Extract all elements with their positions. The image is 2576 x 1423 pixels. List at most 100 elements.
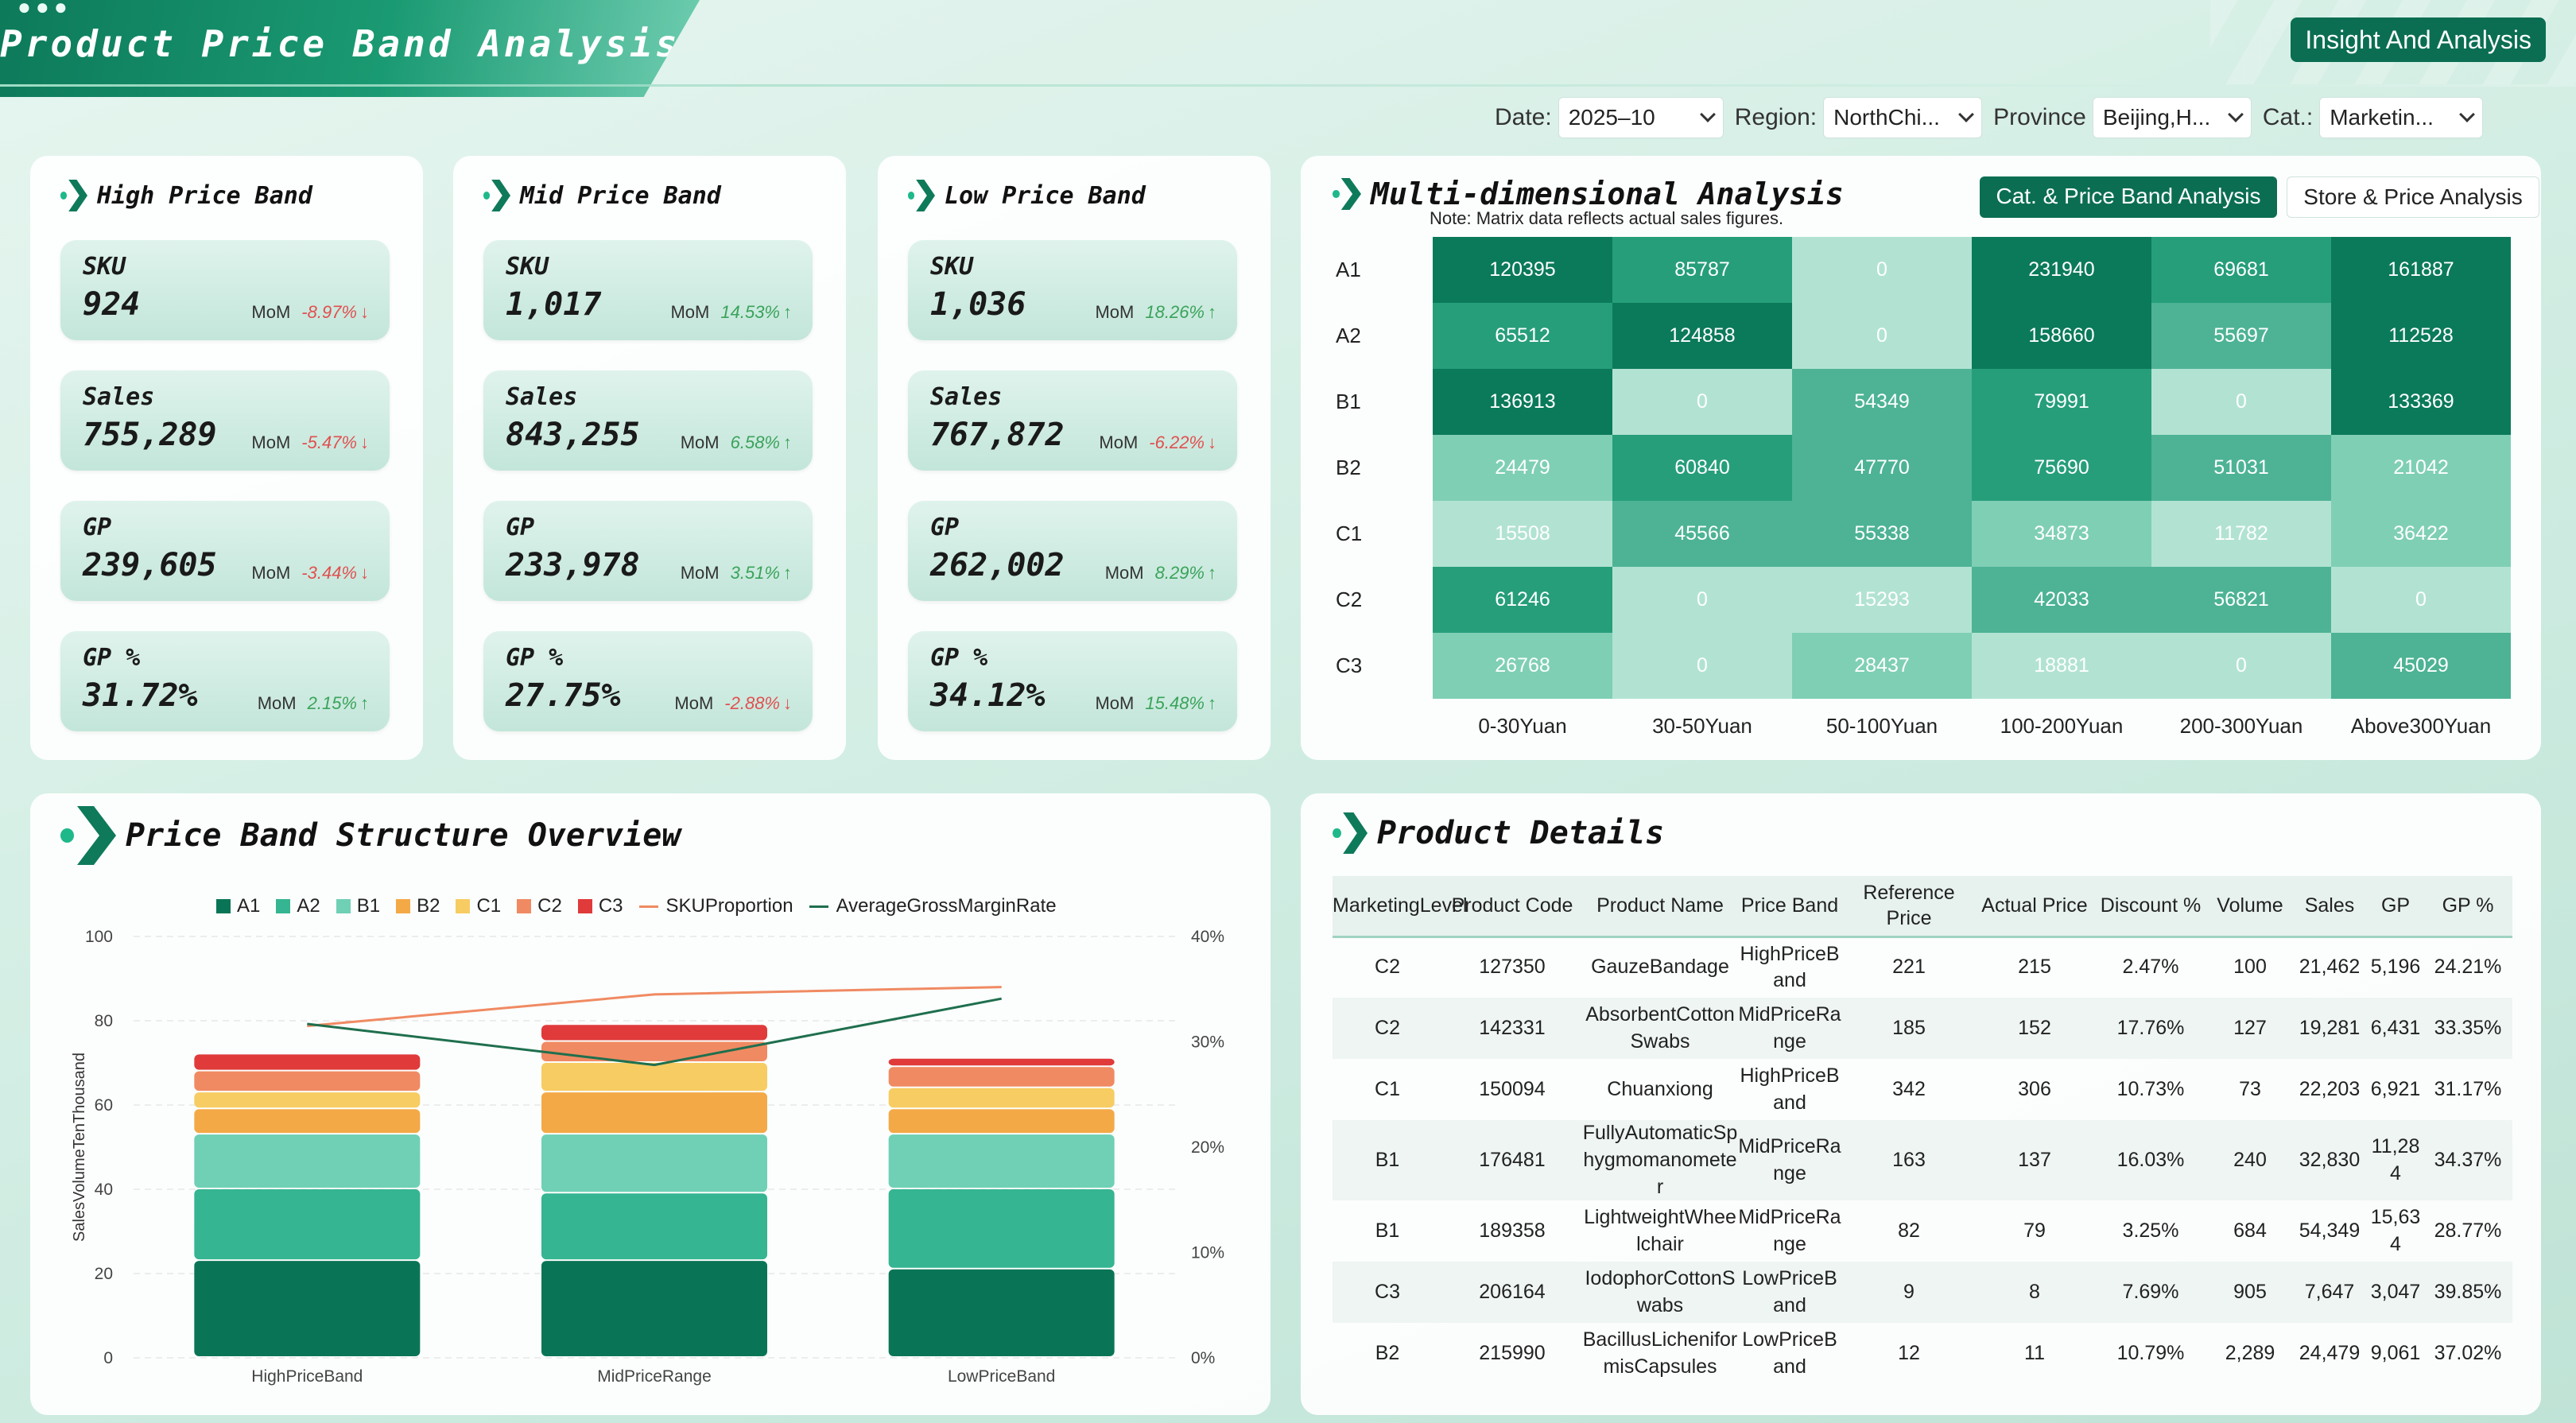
heatmap-cell[interactable]: 0 — [1612, 567, 1792, 633]
column-header[interactable]: Volume — [2209, 876, 2291, 938]
heatmap-cell[interactable]: 65512 — [1433, 303, 1612, 369]
mid-price-band-panel: Mid Price Band SKU 1,017 MoM 14.53% ↑ Sales 843… — [453, 156, 846, 760]
heatmap-cell[interactable]: 55338 — [1792, 501, 1972, 567]
heatmap-cell[interactable]: 161887 — [2331, 237, 2511, 303]
column-header[interactable]: GP % — [2423, 876, 2512, 938]
tab-category-price-band[interactable]: Cat. & Price Band Analysis — [1980, 176, 2277, 218]
table-cell: 73 — [2239, 1077, 2261, 1100]
table-row[interactable]: C1 150094 Chuanxiong HighPriceBand 342 306 10.… — [1333, 1059, 2512, 1120]
heatmap-cell[interactable]: 15293 — [1792, 567, 1972, 633]
heatmap-cell[interactable]: 133369 — [2331, 369, 2511, 435]
kpi-value: 262,002 — [930, 547, 1065, 584]
column-header[interactable]: MarketingLevel — [1333, 876, 1468, 938]
province-select[interactable]: Beijing,H... — [2092, 97, 2252, 138]
heatmap-cell[interactable]: 45029 — [2331, 633, 2511, 699]
heatmap-cell[interactable]: 0 — [2151, 633, 2331, 699]
heatmap-cell[interactable]: 124858 — [1612, 303, 1792, 369]
x-tick-label: MidPriceRange — [597, 1367, 712, 1386]
column-header[interactable]: Actual Price — [1977, 876, 2093, 938]
legend-item[interactable]: AverageGrossMarginRate — [809, 895, 1057, 917]
region-select[interactable]: NorthChi... — [1823, 97, 1983, 138]
category-select[interactable]: Marketin... — [2319, 97, 2484, 138]
legend-item[interactable]: B1 — [336, 895, 380, 917]
table-cell: 137 — [1977, 1120, 2093, 1201]
heatmap-cell[interactable]: 0 — [1612, 633, 1792, 699]
column-header[interactable]: Sales — [2291, 876, 2368, 938]
kpi-card-gp: GP 262,002 MoM 8.29% ↑ — [908, 501, 1237, 601]
table-cell: 240 — [2209, 1120, 2291, 1201]
heatmap-cell[interactable]: 0 — [2331, 567, 2511, 633]
legend-item[interactable]: C3 — [577, 895, 623, 917]
heatmap-cell[interactable]: 11782 — [2151, 501, 2331, 567]
legend-item[interactable]: A2 — [276, 895, 320, 917]
heatmap-cell[interactable]: 51031 — [2151, 435, 2331, 501]
column-header[interactable]: Price Band — [1738, 876, 1841, 938]
heatmap-row-label: A1 — [1336, 258, 1361, 281]
heatmap-cell[interactable]: 55697 — [2151, 303, 2331, 369]
table-row[interactable]: B1 176481 FullyAutomaticSphygmomanometer Mi… — [1333, 1120, 2512, 1201]
heatmap-cell[interactable]: 28437 — [1792, 633, 1972, 699]
column-header[interactable]: Reference Price — [1841, 876, 1977, 938]
bar-segment-c2 — [194, 1071, 421, 1091]
heatmap-cell[interactable]: 75690 — [1972, 435, 2151, 501]
heatmap-cell[interactable]: 21042 — [2331, 435, 2511, 501]
heatmap-cell[interactable]: 85787 — [1612, 237, 1792, 303]
heatmap-cell[interactable]: 231940 — [1972, 237, 2151, 303]
table-cell: B1 — [1375, 1219, 1400, 1242]
legend-item[interactable]: C2 — [517, 895, 562, 917]
heatmap-cell[interactable]: 42033 — [1972, 567, 2151, 633]
heatmap-cell[interactable]: 24479 — [1433, 435, 1612, 501]
heatmap-cell[interactable]: 36422 — [2331, 501, 2511, 567]
heatmap-cell[interactable]: 54349 — [1792, 369, 1972, 435]
table-cell: 16.03% — [2093, 1120, 2209, 1201]
heatmap-cell[interactable]: 158660 — [1972, 303, 2151, 369]
heatmap-cell[interactable]: 56821 — [2151, 567, 2331, 633]
bar-segment-a2 — [194, 1189, 421, 1260]
tab-store-price[interactable]: Store & Price Analysis — [2287, 176, 2539, 218]
legend-item[interactable]: B2 — [396, 895, 440, 917]
heatmap-cell[interactable]: 61246 — [1433, 567, 1612, 633]
heatmap-cell[interactable]: 45566 — [1612, 501, 1792, 567]
table-cell: GauzeBandage — [1591, 956, 1729, 979]
mom-percent: -6.22% — [1149, 432, 1205, 452]
table-row[interactable]: C3 206164 IodophorCottonSwabs LowPriceBand 9… — [1333, 1262, 2512, 1324]
table-row[interactable]: B2 215990 BacillusLicheniformisCapsules Low… — [1333, 1323, 2512, 1384]
legend-item[interactable]: SKUProportion — [638, 895, 793, 917]
y2-tick-label: 20% — [1191, 1138, 1224, 1157]
table-cell: 24,479 — [2299, 1341, 2361, 1364]
mom-label: MoM — [257, 693, 297, 713]
kpi-mom: MoM -5.47% ↓ — [251, 432, 369, 453]
column-header[interactable]: Discount % — [2093, 876, 2209, 938]
column-header[interactable]: Product Code — [1442, 876, 1582, 938]
table-row[interactable]: C2 142331 AbsorbentCottonSwabs MidPriceRang… — [1333, 998, 2512, 1059]
kpi-value: 924 — [83, 286, 141, 323]
bar-segment-c1 — [194, 1092, 421, 1108]
heatmap-cell[interactable]: 112528 — [2331, 303, 2511, 369]
table-row[interactable]: B1 189358 LightweightWheelchair MidPriceRan… — [1333, 1200, 2512, 1262]
date-select[interactable]: 2025–10 — [1558, 97, 1724, 138]
heatmap-cell[interactable]: 18881 — [1972, 633, 2151, 699]
legend-item[interactable]: C1 — [456, 895, 501, 917]
heatmap-cell[interactable]: 136913 — [1433, 369, 1612, 435]
heatmap-cell[interactable]: 47770 — [1792, 435, 1972, 501]
heatmap-cell[interactable]: 79991 — [1972, 369, 2151, 435]
y-tick-label: 100 — [85, 928, 113, 946]
chevron-arrow-icon — [908, 180, 935, 211]
table-row[interactable]: C2 127350 GauzeBandage HighPriceBand 221 215 2… — [1333, 936, 2512, 998]
insight-analysis-button[interactable]: Insight And Analysis — [2291, 17, 2546, 62]
heatmap-cell[interactable]: 0 — [1612, 369, 1792, 435]
column-header[interactable]: Product Name — [1582, 876, 1738, 938]
heatmap-cell[interactable]: 0 — [1792, 303, 1972, 369]
legend-item[interactable]: A1 — [216, 895, 260, 917]
heatmap-cell[interactable]: 0 — [1792, 237, 1972, 303]
heatmap-cell[interactable]: 60840 — [1612, 435, 1792, 501]
heatmap-cell[interactable]: 26768 — [1433, 633, 1612, 699]
heatmap-cell[interactable]: 120395 — [1433, 237, 1612, 303]
table-cell: 7.69% — [2093, 1262, 2209, 1324]
heatmap-cell[interactable]: 0 — [2151, 369, 2331, 435]
heatmap-cell[interactable]: 69681 — [2151, 237, 2331, 303]
column-header[interactable]: GP — [2368, 876, 2423, 938]
bar-segment-a1 — [541, 1261, 767, 1356]
heatmap-cell[interactable]: 15508 — [1433, 501, 1612, 567]
heatmap-cell[interactable]: 34873 — [1972, 501, 2151, 567]
